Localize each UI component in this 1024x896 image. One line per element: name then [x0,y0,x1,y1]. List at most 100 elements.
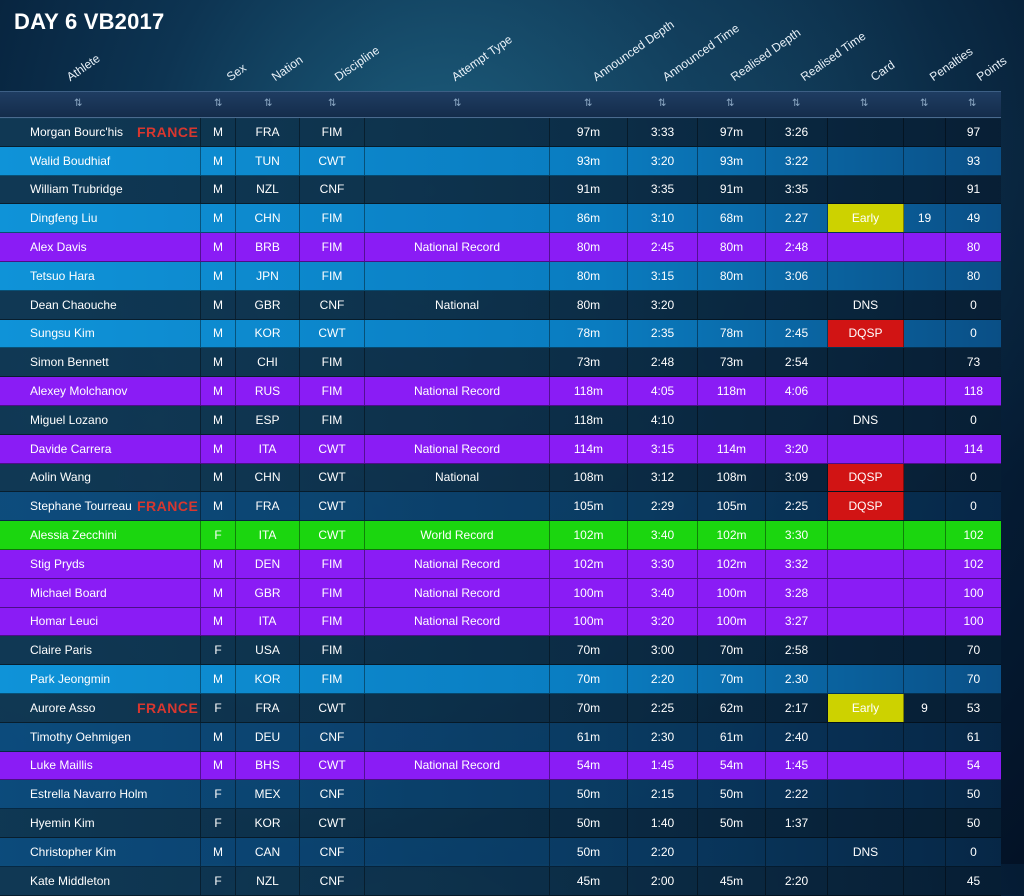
sort-icon-discipline[interactable]: ⇅ [328,98,337,109]
attempt-type-cell [365,722,550,751]
table-row[interactable]: Timothy Oehmigen M DEU CNF 61m 2:30 61m 2:40 61 [0,722,1001,752]
discipline-value: CWT [318,499,346,514]
sex-cell: M [201,290,236,319]
announced-time-cell: 3:00 [628,636,698,665]
points-cell: 0 [946,320,1001,348]
sort-icon-athlete[interactable]: ⇅ [74,98,83,109]
sex-cell: M [201,348,236,377]
attempt-type-cell [365,780,550,809]
header-points[interactable]: Points [973,53,1010,84]
athlete-cell: Luke Maillis [0,751,201,780]
card-cell [828,722,904,751]
table-row[interactable]: Alessia Zecchini F ITA CWT World Record 102m 3… [0,521,1001,550]
discipline-cell: FIM [300,607,365,636]
discipline-value: FIM [321,355,343,370]
realised-depth-cell: 93m [698,146,766,175]
athlete-cell: Dingfeng Liu [0,204,201,233]
sort-icon-announced-time[interactable]: ⇅ [658,98,667,109]
table-row[interactable]: Simon Bennett M CHI FIM 73m 2:48 73m 2:54 73 [0,348,1001,378]
sex-value: M [213,412,223,427]
card-value: DQSP [848,326,883,341]
table-row[interactable]: Aolin Wang M CHN CWT National 108m 3:12 108m 3:0… [0,463,1001,493]
header-realised-time[interactable]: Realised Time [797,28,869,84]
penalties-cell [904,636,946,665]
discipline-cell: CNF [300,866,365,895]
realised-depth-cell: 68m [698,204,766,233]
announced-time-value: 2:25 [650,700,675,715]
sort-icon-nation[interactable]: ⇅ [264,98,273,109]
announced-depth-value: 97m [576,124,601,139]
table-row[interactable]: Davide Carrera M ITA CWT National Record 114m… [0,434,1001,464]
points-value: 100 [963,585,984,600]
table-row[interactable]: Luke Maillis M BHS CWT National Record 54m 1:4… [0,751,1001,781]
attempt-type-value: World Record [420,528,494,543]
header-attempt-type[interactable]: Attempt Type [448,32,515,84]
realised-depth-cell: 118m [698,377,766,405]
nation-value: JPN [256,268,279,283]
table-row[interactable]: Homar Leuci M ITA FIM National Record 100m 3:2… [0,607,1001,637]
header-sex[interactable]: Sex [223,60,249,84]
realised-depth-cell: 102m [698,521,766,549]
announced-time-cell: 2:45 [628,233,698,261]
table-row[interactable]: Dean Chaouche M GBR CNF National 80m 3:20 DNS 0 [0,290,1001,320]
discipline-value: CWT [318,528,346,543]
table-row[interactable]: Walid Boudhiaf M TUN CWT 93m 3:20 93m 3:22 93 [0,146,1001,176]
sort-icon-sex[interactable]: ⇅ [214,98,223,109]
table-row[interactable]: Stig Pryds M DEN FIM National Record 102m 3:30… [0,549,1001,579]
announced-depth-cell: 114m [550,434,628,463]
penalties-cell [904,290,946,319]
announced-depth-value: 70m [576,643,601,658]
points-value: 45 [966,873,981,888]
table-row[interactable]: Claire Paris F USA FIM 70m 3:00 70m 2:58 70 [0,636,1001,666]
realised-time-cell: 3:26 [766,118,828,146]
sort-icon-announced-depth[interactable]: ⇅ [584,98,593,109]
table-row[interactable]: Kate Middleton F NZL CNF 45m 2:00 45m 2:20 45 [0,866,1001,896]
table-row[interactable]: William Trubridge M NZL CNF 91m 3:35 91m 3:35 91 [0,175,1001,205]
header-card[interactable]: Card [867,57,898,84]
table-row[interactable]: Aurore Asso FRANCE F FRA CWT 70m 2:25 62m 2:17 Ea… [0,693,1001,723]
discipline-value: FIM [321,124,343,139]
table-row[interactable]: Alex Davis M BRB FIM National Record 80m 2:45 8… [0,233,1001,262]
sort-icon-card[interactable]: ⇅ [860,98,869,109]
header-realised-depth[interactable]: Realised Depth [727,25,804,85]
points-value: 49 [966,211,981,226]
table-row[interactable]: Dingfeng Liu M CHN FIM 86m 3:10 68m 2.27 Early 19… [0,204,1001,234]
table-row[interactable]: Park Jeongmin M KOR FIM 70m 2:20 70m 2.30 70 [0,665,1001,694]
header-penalties[interactable]: Penalties [926,44,976,84]
table-row[interactable]: Tetsuo Hara M JPN FIM 80m 3:15 80m 3:06 80 [0,261,1001,291]
announced-time-cell: 2:20 [628,837,698,866]
table-row[interactable]: Christopher Kim M CAN CNF 50m 2:20 DNS 0 [0,837,1001,867]
table-row[interactable]: Michael Board M GBR FIM National Record 100m 3… [0,578,1001,608]
realised-time-cell: 4:06 [766,377,828,405]
table-row[interactable]: Alexey Molchanov M RUS FIM National Record 11… [0,377,1001,406]
sort-icon-attempt-type[interactable]: ⇅ [453,98,462,109]
table-row[interactable]: Stephane Tourreau FRANCE M FRA CWT 105m 2:29 10… [0,492,1001,522]
table-row[interactable]: Morgan Bourc'his FRANCE M FRA FIM 97m 3:33 97m 3… [0,118,1001,147]
athlete-cell: Miguel Lozano [0,405,201,434]
header-nation[interactable]: Nation [268,52,306,84]
table-row[interactable]: Miguel Lozano M ESP FIM 118m 4:10 DNS 0 [0,405,1001,435]
sort-icon-penalties[interactable]: ⇅ [920,98,929,109]
realised-time-cell: 2:48 [766,233,828,261]
attempt-type-cell [365,693,550,722]
announced-time-cell: 2:15 [628,780,698,809]
table-row[interactable]: Sungsu Kim M KOR CWT 78m 2:35 78m 2:45 DQSP 0 [0,319,1001,349]
sort-icon-realised-depth[interactable]: ⇅ [726,98,735,109]
penalties-cell [904,578,946,607]
header-athlete[interactable]: Athlete [63,51,103,84]
nation-cell: ITA [236,434,300,463]
announced-time-value: 2:20 [650,672,675,687]
realised-depth-value: 54m [719,758,744,773]
sort-icon-realised-time[interactable]: ⇅ [792,98,801,109]
sex-cell: M [201,463,236,492]
sort-icon-points[interactable]: ⇅ [968,98,977,109]
attempt-type-cell: National Record [365,233,550,261]
table-row[interactable]: Estrella Navarro Holm F MEX CNF 50m 2:15 50m 2:… [0,780,1001,810]
athlete-cell: Stig Pryds [0,549,201,578]
header-discipline[interactable]: Discipline [331,43,383,84]
announced-time-value: 4:05 [650,384,675,399]
table-row[interactable]: Hyemin Kim F KOR CWT 50m 1:40 50m 1:37 50 [0,809,1001,838]
announced-depth-cell: 105m [550,492,628,521]
athlete-name: Dean Chaouche [30,297,117,312]
discipline-value: FIM [321,268,343,283]
